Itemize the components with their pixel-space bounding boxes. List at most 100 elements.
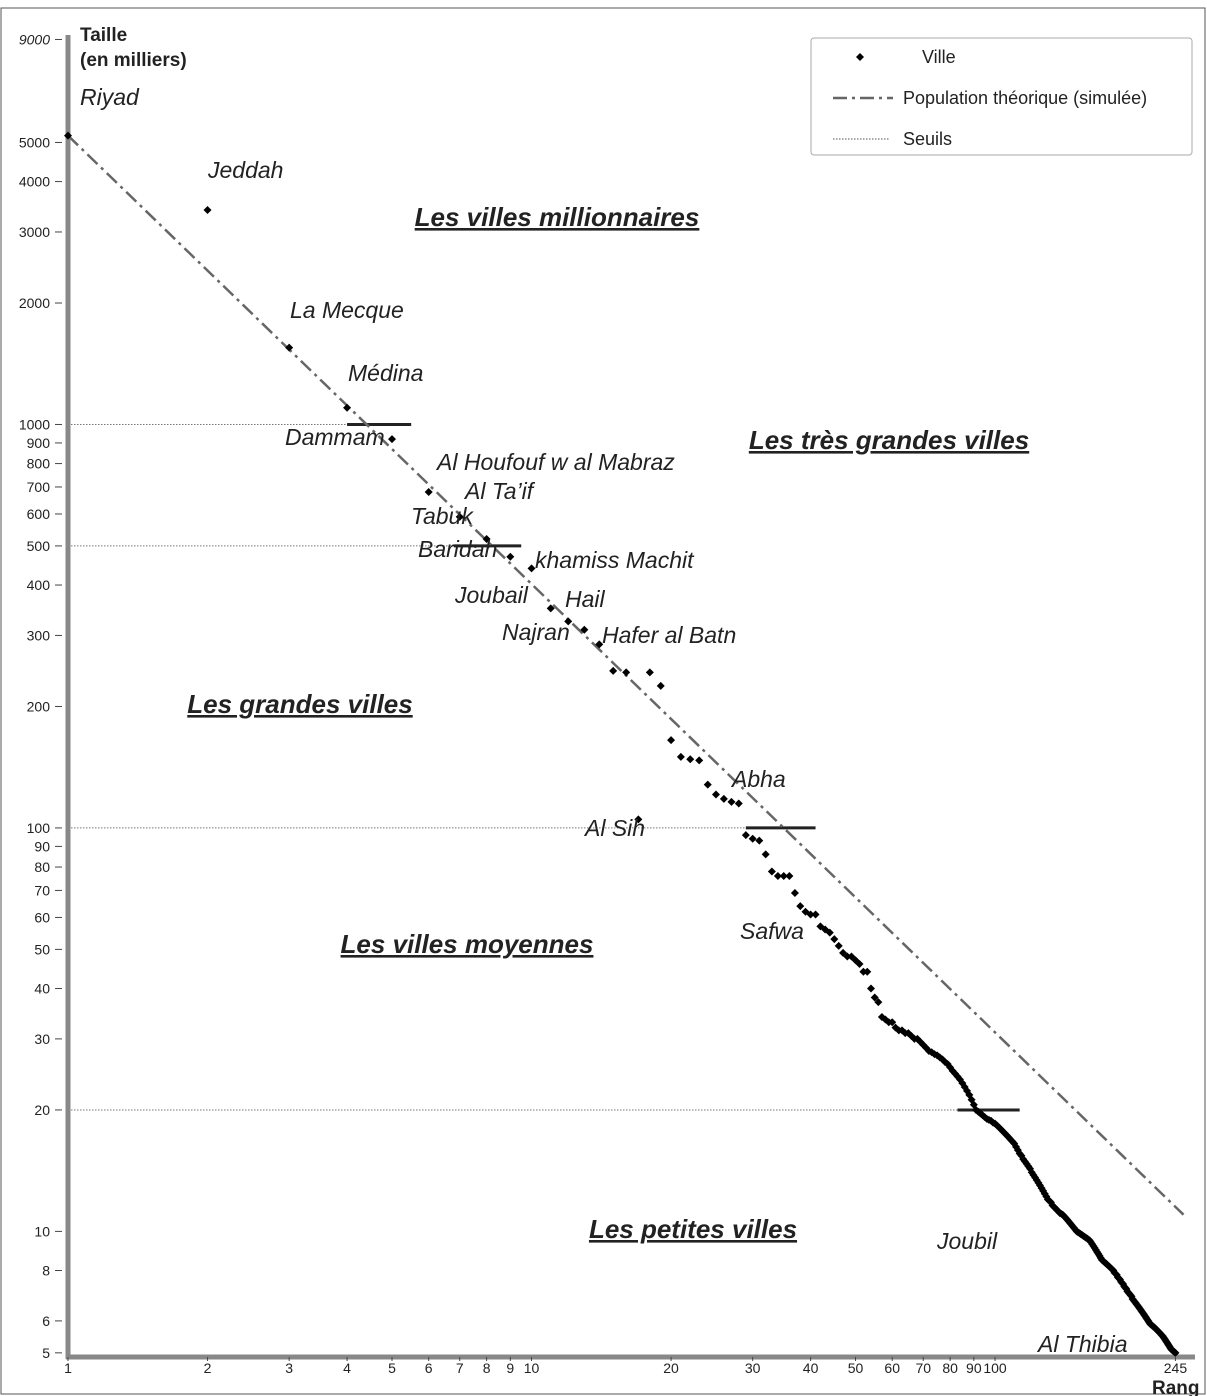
y-axis-label: Taille <box>80 25 127 46</box>
y-tick-label: 2000 <box>19 295 50 311</box>
city-point <box>711 790 720 799</box>
x-tick-label: 70 <box>915 1360 931 1376</box>
legend-box <box>810 37 1193 156</box>
city-point <box>796 902 805 911</box>
x-tick-label: 30 <box>745 1360 761 1376</box>
legend: Ville Population théorique (simulée) Seu… <box>810 37 1193 156</box>
y-tick-label: 8 <box>42 1262 50 1278</box>
city-point <box>790 888 799 897</box>
city-label: Abha <box>730 766 786 792</box>
city-label: Baridah <box>418 536 497 562</box>
city-point <box>64 131 72 140</box>
y-tick-label: 40 <box>34 980 50 996</box>
city-point <box>622 668 631 677</box>
legend-label: Seuils <box>903 129 952 149</box>
city-point <box>734 799 743 808</box>
city-point <box>755 836 764 845</box>
city-label: Najran <box>502 619 570 645</box>
city-point <box>203 206 212 215</box>
city-point <box>843 952 852 961</box>
legend-label: Population théorique (simulée) <box>903 88 1147 108</box>
city-point <box>656 681 665 690</box>
city-point <box>580 625 589 634</box>
city-point <box>564 617 573 626</box>
city-point <box>343 403 352 412</box>
city-label: Al Houfouf w al Mabraz <box>435 449 675 475</box>
x-tick-label: 5 <box>388 1360 396 1376</box>
y-tick-label: 300 <box>27 627 51 643</box>
x-tick-label: 2 <box>204 1360 212 1376</box>
city-point <box>830 935 839 944</box>
city-point <box>773 872 782 881</box>
city-point <box>387 435 396 444</box>
x-tick-label: 7 <box>456 1360 464 1376</box>
city-point <box>874 998 883 1007</box>
city-point <box>482 535 491 544</box>
x-tick-label: 40 <box>803 1360 819 1376</box>
x-tick-label: 6 <box>425 1360 433 1376</box>
x-tick-label: 80 <box>942 1360 958 1376</box>
region-label: Les villes moyennes <box>341 929 594 959</box>
y-tick-label: 600 <box>27 506 51 522</box>
city-label: Dammam <box>285 424 385 450</box>
y-tick-label: 700 <box>27 479 51 495</box>
x-tick-label: 50 <box>848 1360 864 1376</box>
city-point <box>703 780 712 789</box>
y-tick-label: 800 <box>27 456 51 472</box>
x-tick-label: 4 <box>343 1360 351 1376</box>
x-tick-label: 20 <box>663 1360 679 1376</box>
y-tick-label: 5000 <box>19 134 50 150</box>
city-point <box>285 343 294 352</box>
city-point <box>811 910 820 919</box>
y-tick-label: 60 <box>34 909 50 925</box>
y-tick-label: 6 <box>42 1313 50 1329</box>
city-point <box>609 666 618 675</box>
city-point <box>767 867 776 876</box>
y-tick-label: 80 <box>34 859 50 875</box>
city-point <box>785 872 794 881</box>
city-point <box>686 755 695 764</box>
city-point <box>1171 1348 1180 1357</box>
city-label: Safwa <box>740 918 804 944</box>
y-tick-label: 30 <box>34 1031 50 1047</box>
city-point <box>748 834 757 843</box>
y-tick-label: 3000 <box>19 224 50 240</box>
region-label: Les petites villes <box>589 1214 797 1244</box>
city-label: Tabuk <box>411 503 474 529</box>
city-point <box>888 1018 897 1027</box>
x-tick-label: 60 <box>884 1360 900 1376</box>
city-point <box>867 984 876 993</box>
y-tick-label: 90 <box>34 838 50 854</box>
city-point <box>695 756 704 765</box>
x-tick-label: 8 <box>483 1360 491 1376</box>
x-tick-label: 245 <box>1164 1360 1188 1376</box>
city-label: Joubail <box>454 582 529 608</box>
city-point <box>455 512 464 521</box>
region-label: Les très grandes villes <box>749 425 1029 455</box>
y-tick-label: 10 <box>34 1223 50 1239</box>
city-point <box>834 941 843 950</box>
y-tick-label: 50 <box>34 941 50 957</box>
city-label: Hail <box>565 586 606 612</box>
x-tick-label: 100 <box>983 1360 1007 1376</box>
region-label: Les villes millionnaires <box>415 202 700 232</box>
x-tick-label: 10 <box>524 1360 540 1376</box>
y-tick-label: 4000 <box>19 174 50 190</box>
city-point <box>779 872 788 881</box>
city-point <box>863 967 872 976</box>
city-point <box>645 668 654 677</box>
x-tick-label: 9 <box>506 1360 514 1376</box>
city-point <box>741 831 750 840</box>
y-tick-label: 5 <box>42 1345 50 1361</box>
city-label: La Mecque <box>290 297 404 323</box>
y-tick-label: 200 <box>27 698 51 714</box>
y-tick-label: 20 <box>34 1102 50 1118</box>
city-label: Al Sih <box>583 815 645 841</box>
x-tick-label: 90 <box>966 1360 982 1376</box>
city-point <box>870 993 879 1002</box>
x-axis-label: Rang <box>1152 1378 1200 1396</box>
x-tick-label: 1 <box>64 1360 72 1376</box>
city-point <box>546 604 555 613</box>
x-tick-label: 3 <box>285 1360 293 1376</box>
city-label: Al Ta’if <box>463 478 536 504</box>
